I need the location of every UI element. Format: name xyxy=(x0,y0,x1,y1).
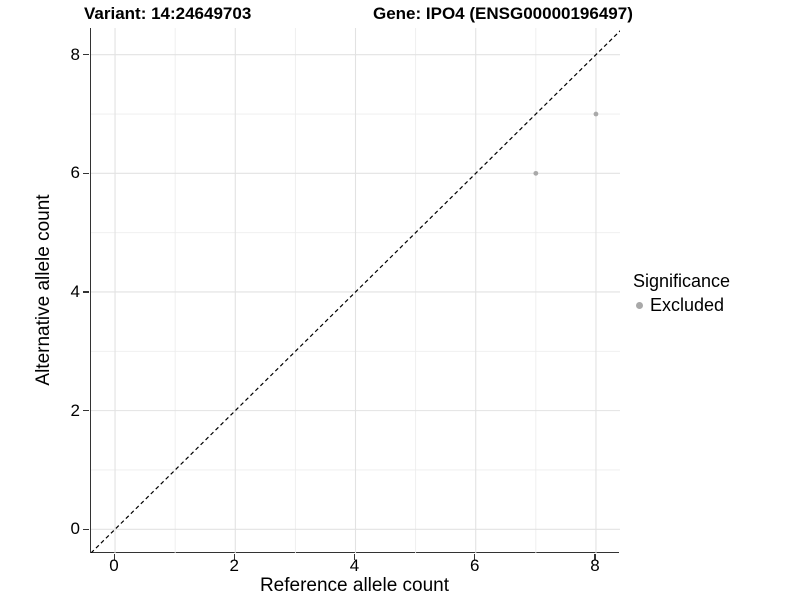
legend-item-excluded: Excluded xyxy=(633,295,730,315)
identity-line xyxy=(91,30,620,553)
x-axis-tick xyxy=(354,554,356,560)
y-tick-label: 0 xyxy=(70,519,80,539)
chart-canvas xyxy=(91,28,620,553)
excluded-point-icon xyxy=(636,301,643,309)
x-tick-label: 6 xyxy=(469,556,480,575)
y-tick-label: 6 xyxy=(70,163,80,183)
legend: Significance Excluded xyxy=(633,270,730,315)
data-point-excluded xyxy=(593,111,599,117)
x-tick-label: 4 xyxy=(349,556,360,575)
x-axis-title: Reference allele count xyxy=(259,575,450,596)
legend-item-label: Excluded xyxy=(650,295,725,315)
x-axis-tick xyxy=(474,554,476,560)
legend-title: Significance xyxy=(633,271,731,291)
y-axis-tick xyxy=(83,528,89,530)
data-point-excluded xyxy=(533,170,539,176)
y-axis-tick xyxy=(83,172,89,174)
plot-panel xyxy=(90,28,620,553)
x-axis-tick xyxy=(233,554,235,560)
y-axis-tick xyxy=(83,291,89,293)
gene-title: Gene: IPO4 (ENSG00000196497) xyxy=(373,4,633,23)
y-tick-label: 4 xyxy=(70,281,80,301)
y-axis-tick xyxy=(83,410,89,412)
x-tick-label: 8 xyxy=(590,556,600,575)
x-axis-tick xyxy=(113,554,115,560)
variant-title: Variant: 14:24649703 xyxy=(84,4,252,23)
y-axis-tick xyxy=(83,54,89,56)
x-axis-tick xyxy=(594,554,596,560)
x-tick-label: 0 xyxy=(109,556,119,575)
y-tick-label: 2 xyxy=(70,400,80,420)
y-tick-label: 8 xyxy=(70,44,80,64)
x-tick-label: 2 xyxy=(229,556,239,575)
